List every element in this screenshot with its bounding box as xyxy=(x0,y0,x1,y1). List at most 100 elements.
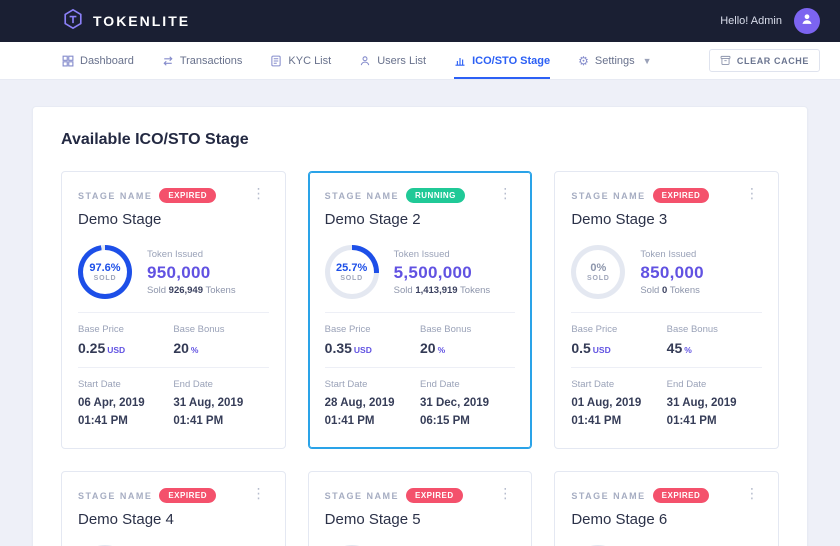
status-badge: EXPIRED xyxy=(406,487,463,503)
token-issued-label: Token Issued xyxy=(147,248,203,260)
status-badge: EXPIRED xyxy=(652,188,710,203)
usd-unit: USD xyxy=(353,345,372,355)
percent-unit: % xyxy=(437,345,446,355)
token-issued-value: 850,000 xyxy=(640,262,704,282)
end-date-label: End Date xyxy=(666,379,707,390)
sold-donut: 0% SOLD xyxy=(571,544,626,546)
sold-prefix: Sold xyxy=(640,284,660,296)
kebab-menu-icon[interactable]: ⋮ xyxy=(251,185,266,201)
chevron-down-icon: ▼ xyxy=(642,55,652,66)
sold-percent: 25.7% xyxy=(336,262,368,274)
sold-tokens-count: 1,413,919 xyxy=(415,284,458,296)
nav-label: Dashboard xyxy=(80,54,134,67)
start-date-label: Start Date xyxy=(324,379,368,390)
gear-icon: ⚙ xyxy=(578,53,589,68)
stage-card-demo-stage-2: STAGE NAME RUNNING Demo Stage 2 ⋮ 25.7% S… xyxy=(307,171,533,449)
start-date-label: Start Date xyxy=(78,379,121,390)
stage-title: Demo Stage 3 xyxy=(571,211,668,228)
sold-donut: 0% SOLD xyxy=(324,544,379,546)
base-bonus-label: Base Bonus xyxy=(420,324,472,335)
transactions-icon xyxy=(162,55,174,67)
sold-donut: 0% SOLD xyxy=(571,245,626,299)
stage-name-label: STAGE NAME xyxy=(571,490,646,501)
stage-name-label: STAGE NAME xyxy=(78,191,153,201)
sold-percent: 97.6% xyxy=(89,262,121,274)
stage-title: Demo Stage 2 xyxy=(324,211,421,228)
status-badge: RUNNING xyxy=(406,188,465,203)
start-date-value: 01 Aug, 2019 01:41 PM xyxy=(571,397,642,427)
stage-cards-grid: STAGE NAME EXPIRED Demo Stage ⋮ 97.6% SOL… xyxy=(61,171,779,546)
base-bonus-value: 20% xyxy=(173,340,199,356)
stage-name-label: STAGE NAME xyxy=(324,191,399,201)
sold-label: SOLD xyxy=(340,275,363,282)
sold-donut: 0% SOLD xyxy=(78,544,132,546)
brand-name: TOKENLITE xyxy=(93,13,191,29)
sold-donut: 25.7% SOLD xyxy=(324,245,379,299)
stages-panel: Available ICO/STO Stage STAGE NAME EXPIRE… xyxy=(32,106,808,546)
sold-tokens-line: Sold 1,413,919 Tokens xyxy=(394,285,491,296)
stage-title: Demo Stage xyxy=(78,211,162,228)
sold-tokens-count: 0 xyxy=(661,284,668,296)
stage-title: Demo Stage 4 xyxy=(78,510,174,528)
base-price-label: Base Price xyxy=(78,324,124,335)
base-price-value: 0.35 USD xyxy=(324,340,372,356)
clear-cache-label: CLEAR CACHE xyxy=(736,55,809,66)
nav-item-kyc-list[interactable]: KYC List xyxy=(270,42,331,79)
stage-card-demo-stage-6: STAGE NAME EXPIRED Demo Stage 6 ⋮ 0% SOLD… xyxy=(554,470,779,546)
dashboard-icon xyxy=(62,55,74,67)
kebab-menu-icon[interactable]: ⋮ xyxy=(745,185,759,201)
token-issued-value: 950,000 xyxy=(147,262,211,282)
stage-card-demo-stage-3: STAGE NAME EXPIRED Demo Stage 3 ⋮ 0% SOLD… xyxy=(554,171,779,449)
stage-name-label: STAGE NAME xyxy=(78,490,153,501)
nav-label: ICO/STO Stage xyxy=(472,54,551,67)
base-price-label: Base Price xyxy=(324,324,371,335)
nav-item-dashboard[interactable]: Dashboard xyxy=(62,42,134,79)
stage-icon xyxy=(454,55,466,67)
stage-card-demo-stage-5: STAGE NAME EXPIRED Demo Stage 5 ⋮ 0% SOLD… xyxy=(307,470,533,546)
usd-unit: USD xyxy=(592,345,611,355)
nav-label: Transactions xyxy=(179,54,243,67)
kebab-menu-icon[interactable]: ⋮ xyxy=(498,185,513,201)
start-date-label: Start Date xyxy=(571,379,615,390)
sold-percent: 0% xyxy=(590,262,607,274)
user-avatar[interactable] xyxy=(794,8,820,34)
end-date-label: End Date xyxy=(173,379,213,390)
top-bar: TOKENLITE Hello! Admin xyxy=(0,0,840,42)
stage-card-demo-stage: STAGE NAME EXPIRED Demo Stage ⋮ 97.6% SOL… xyxy=(61,171,286,449)
stage-title: Demo Stage 6 xyxy=(571,510,668,528)
stage-title: Demo Stage 5 xyxy=(324,510,421,528)
start-date-value: 28 Aug, 2019 01:41 PM xyxy=(324,397,395,427)
page-title: Available ICO/STO Stage xyxy=(61,131,249,148)
nav-item-ico-sto-stage[interactable]: ICO/STO Stage xyxy=(454,42,551,79)
kebab-menu-icon[interactable]: ⋮ xyxy=(745,484,759,501)
token-issued-label: Token Issued xyxy=(640,248,697,260)
tokens-suffix: Tokens xyxy=(460,284,491,296)
status-badge: EXPIRED xyxy=(652,487,710,503)
main-nav: Dashboard Transactions KYC List Users Li… xyxy=(0,42,840,80)
clear-cache-button[interactable]: CLEAR CACHE xyxy=(708,49,820,72)
sold-label: SOLD xyxy=(587,275,610,282)
base-bonus-value: 20% xyxy=(420,340,446,356)
status-badge: EXPIRED xyxy=(159,188,216,203)
tokenlite-logo-icon xyxy=(62,8,84,35)
nav-label: KYC List xyxy=(288,54,332,67)
base-price-value: 0.25 USD xyxy=(78,340,126,356)
sold-prefix: Sold xyxy=(147,284,167,296)
kebab-menu-icon[interactable]: ⋮ xyxy=(498,484,513,501)
user-icon xyxy=(800,12,814,31)
nav-item-users-list[interactable]: Users List xyxy=(359,42,426,79)
end-date-value: 31 Aug, 2019 01:41 PM xyxy=(666,397,737,427)
nav-label: Settings xyxy=(594,54,635,67)
nav-item-transactions[interactable]: Transactions xyxy=(162,42,243,79)
nav-item-settings[interactable]: ⚙ Settings ▼ xyxy=(578,42,651,79)
tokens-suffix: Tokens xyxy=(205,284,236,296)
base-bonus-label: Base Bonus xyxy=(173,324,225,335)
kebab-menu-icon[interactable]: ⋮ xyxy=(251,484,266,501)
end-date-label: End Date xyxy=(420,379,460,390)
kyc-list-icon xyxy=(270,55,282,67)
start-date-value: 06 Apr, 2019 01:41 PM xyxy=(78,397,145,427)
brand-logo[interactable]: TOKENLITE xyxy=(62,8,190,35)
base-price-label: Base Price xyxy=(571,324,618,335)
sold-tokens-line: Sold 0 Tokens xyxy=(640,285,704,296)
base-bonus-value: 45% xyxy=(666,340,692,356)
